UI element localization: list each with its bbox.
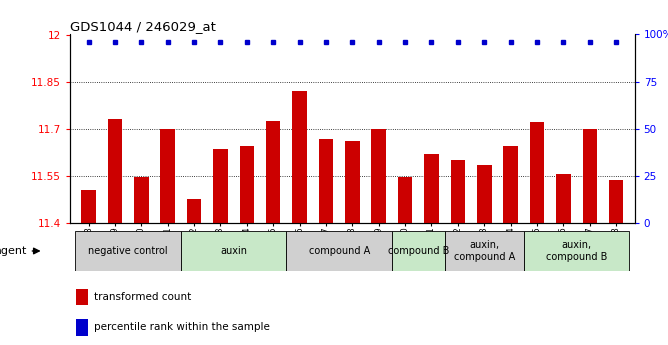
Text: percentile rank within the sample: percentile rank within the sample	[94, 323, 270, 333]
Bar	[75, 319, 88, 336]
Bar	[266, 121, 281, 223]
Bar	[424, 154, 439, 223]
Bar	[81, 190, 96, 223]
Bar	[345, 141, 359, 223]
Bar	[108, 119, 122, 223]
Bar	[524, 231, 629, 271]
Bar	[160, 129, 175, 223]
Bar	[293, 91, 307, 223]
Bar	[504, 146, 518, 223]
Bar	[445, 231, 524, 271]
Text: auxin,
compound A: auxin, compound A	[454, 240, 515, 262]
Text: compound B: compound B	[387, 246, 449, 256]
Bar	[556, 174, 570, 223]
Bar	[398, 177, 412, 223]
Text: GDS1044 / 246029_at: GDS1044 / 246029_at	[70, 20, 216, 33]
Bar	[530, 122, 544, 223]
Bar	[240, 146, 254, 223]
Bar	[287, 231, 392, 271]
Bar	[451, 160, 465, 223]
Bar	[187, 199, 201, 223]
Bar	[582, 129, 597, 223]
Text: negative control: negative control	[88, 246, 168, 256]
Bar	[134, 177, 148, 223]
Bar	[181, 231, 287, 271]
Bar	[609, 180, 623, 223]
Bar	[75, 289, 88, 305]
Text: compound A: compound A	[309, 246, 370, 256]
Bar	[75, 231, 181, 271]
Text: auxin,
compound B: auxin, compound B	[546, 240, 607, 262]
Bar	[319, 139, 333, 223]
Bar	[477, 165, 492, 223]
Text: transformed count: transformed count	[94, 292, 191, 302]
Bar	[371, 129, 386, 223]
Text: agent: agent	[0, 246, 27, 256]
Bar	[213, 149, 228, 223]
Bar	[392, 231, 445, 271]
Text: auxin: auxin	[220, 246, 247, 256]
